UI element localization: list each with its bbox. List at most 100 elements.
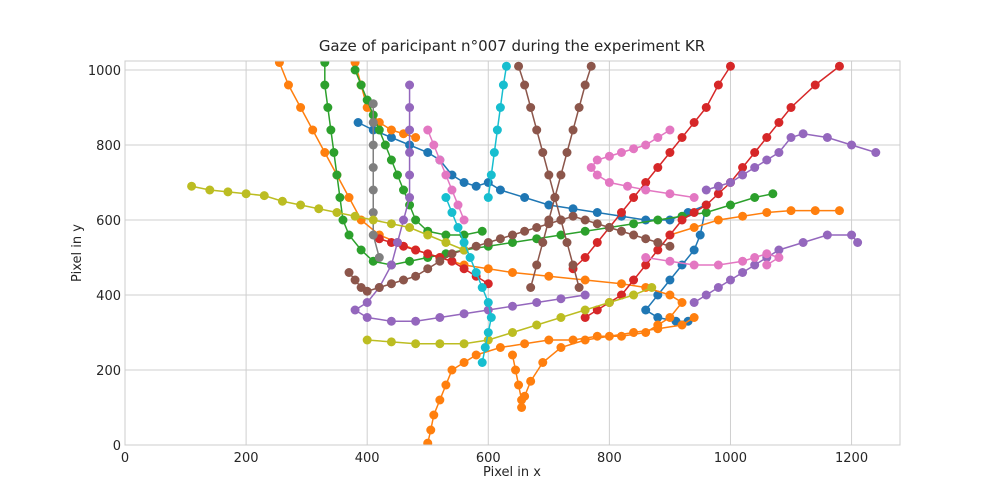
gaze-point — [274, 61, 284, 67]
gaze-point — [568, 204, 578, 214]
gaze-point — [647, 283, 657, 292]
gaze-point — [405, 148, 415, 157]
gaze-point — [762, 249, 772, 259]
gaze-point — [435, 395, 445, 405]
gaze-point — [399, 185, 409, 195]
gaze-point — [368, 215, 378, 225]
gaze-point — [653, 163, 663, 172]
gaze-point — [653, 313, 663, 322]
gaze-series — [362, 283, 657, 349]
gaze-point — [471, 241, 481, 251]
x-tick-label: 400 — [355, 451, 380, 466]
gaze-point — [386, 316, 396, 326]
gaze-point — [326, 125, 336, 135]
gaze-point — [386, 219, 396, 229]
gaze-point — [592, 170, 602, 180]
gaze-point — [592, 155, 602, 165]
gaze-point — [623, 181, 633, 191]
gaze-point — [544, 335, 554, 345]
gaze-point — [677, 298, 687, 307]
gaze-series-line — [278, 62, 684, 444]
gaze-point — [538, 148, 548, 157]
gaze-point — [447, 185, 457, 195]
gaze-point — [514, 380, 524, 390]
gaze-point — [350, 305, 360, 315]
gaze-series — [689, 230, 863, 307]
gaze-point — [411, 215, 421, 225]
gaze-point — [604, 151, 614, 161]
gaze-series — [274, 61, 687, 445]
gaze-point — [847, 140, 857, 150]
gaze-point — [774, 245, 784, 255]
gaze-point — [380, 140, 390, 150]
gaze-point — [486, 170, 496, 180]
gaze-point — [459, 215, 469, 225]
y-tick-label: 200 — [96, 364, 121, 379]
gaze-point — [423, 230, 433, 240]
gaze-point — [701, 185, 711, 195]
gaze-point — [810, 206, 820, 216]
gaze-point — [508, 268, 517, 277]
gaze-point — [689, 223, 699, 232]
gaze-point — [386, 260, 396, 270]
x-tick-label: 1200 — [835, 451, 868, 466]
gaze-point — [259, 191, 269, 201]
gaze-point — [368, 118, 378, 127]
gaze-point — [459, 264, 469, 274]
gaze-point — [329, 148, 339, 157]
gaze-point — [629, 219, 639, 229]
gaze-point — [538, 358, 548, 367]
gaze-point — [580, 305, 590, 315]
gaze-point — [477, 226, 487, 236]
gaze-point — [492, 125, 502, 135]
gaze-point — [350, 65, 360, 75]
gaze-point — [423, 249, 433, 259]
gaze-point — [653, 324, 663, 334]
gaze-point — [498, 80, 508, 90]
gaze-point — [750, 193, 760, 202]
gaze-point — [459, 358, 469, 367]
gaze-point — [374, 253, 384, 262]
gaze-series — [344, 211, 675, 296]
gaze-point — [501, 61, 511, 71]
gaze-point — [762, 260, 772, 270]
gaze-point — [538, 238, 548, 247]
y-tick-label: 600 — [96, 214, 121, 229]
gaze-point — [453, 200, 463, 210]
gaze-point — [283, 80, 293, 90]
gaze-series — [508, 313, 699, 412]
gaze-point — [441, 193, 451, 202]
gaze-series — [526, 61, 596, 292]
gaze-point — [344, 193, 354, 202]
gaze-point — [508, 230, 517, 240]
gaze-point — [580, 290, 590, 300]
gaze-point — [871, 148, 881, 157]
gaze-point — [798, 129, 808, 139]
gaze-point — [701, 200, 711, 210]
gaze-point — [471, 350, 481, 360]
gaze-point — [592, 219, 602, 229]
y-tick-label: 0 — [113, 439, 121, 454]
gaze-point — [374, 125, 384, 135]
gaze-point — [338, 215, 348, 225]
grid — [124, 61, 900, 446]
gaze-point — [447, 208, 457, 217]
gaze-point — [320, 148, 330, 157]
gaze-point — [810, 80, 820, 90]
gaze-point — [544, 200, 554, 210]
gaze-point — [508, 301, 517, 311]
gaze-point — [750, 148, 760, 157]
gaze-point — [520, 80, 530, 90]
gaze-point — [822, 230, 832, 240]
gaze-point — [713, 215, 723, 225]
gaze-point — [350, 61, 360, 67]
gaze-point — [677, 133, 687, 142]
y-tick-label: 800 — [96, 139, 121, 154]
gaze-point — [511, 365, 521, 375]
gaze-point — [604, 331, 614, 341]
gaze-point — [483, 193, 493, 202]
gaze-point — [480, 343, 490, 352]
gaze-point — [568, 335, 578, 345]
gaze-series — [483, 61, 511, 202]
gaze-point — [486, 313, 496, 322]
